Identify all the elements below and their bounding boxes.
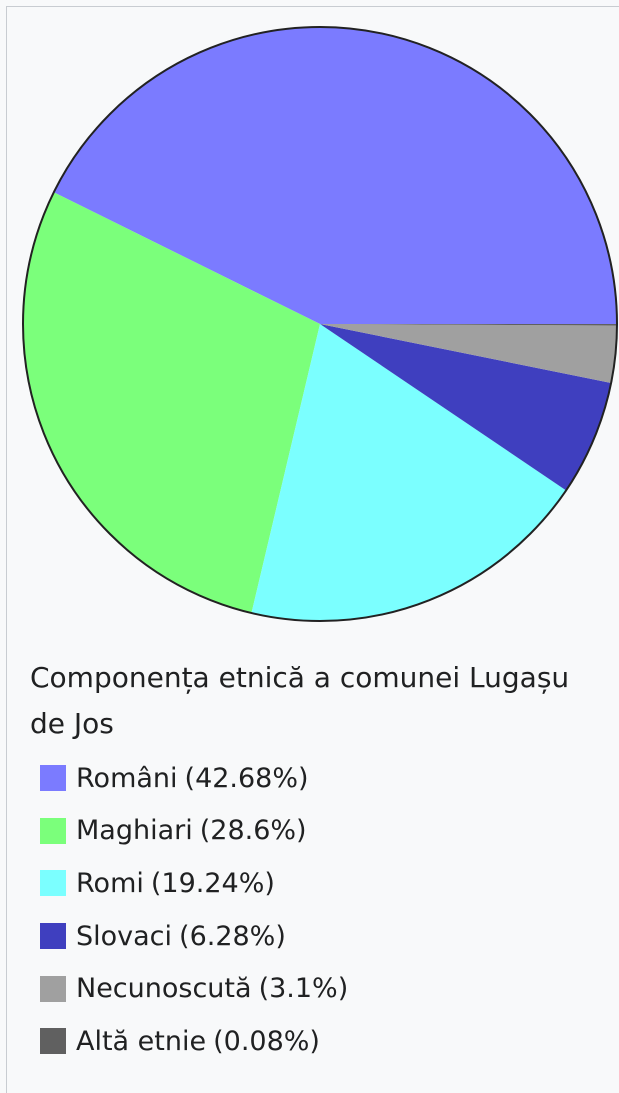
legend-label: Romi — [76, 867, 144, 899]
pie-slice — [251, 324, 567, 621]
pie-slice — [320, 324, 612, 491]
legend-swatch — [40, 870, 66, 897]
pie-outline — [22, 26, 618, 622]
legend-item: Maghiari (28.6%) — [40, 805, 348, 858]
legend-item: Altă etnie (0.08%) — [40, 1015, 348, 1068]
legend-label: Necunoscută — [76, 973, 252, 1005]
legend-item: Romi (19.24%) — [40, 857, 348, 910]
legend-value: (28.6%) — [199, 815, 307, 847]
pie-slice — [53, 27, 618, 324]
legend-swatch — [40, 1028, 66, 1055]
legend-value: (0.08%) — [213, 1025, 320, 1057]
chart-title: Componența etnică a comunei Lugașu de Jo… — [30, 661, 570, 740]
legend-item: Necunoscută (3.1%) — [40, 962, 348, 1015]
legend-value: (42.68%) — [184, 762, 309, 794]
legend-swatch — [40, 765, 66, 792]
legend-label: Maghiari — [76, 815, 193, 847]
legend-value: (6.28%) — [179, 920, 286, 952]
legend: Români (42.68%) Maghiari (28.6%) Romi (19.24%… — [40, 752, 348, 1068]
pie-chart — [22, 26, 618, 622]
pie-slice — [320, 324, 617, 326]
legend-label: Români — [76, 762, 178, 794]
frame — [6, 6, 619, 1093]
legend-value: (3.1%) — [258, 973, 349, 1005]
pie-slice — [320, 324, 617, 383]
legend-label: Altă etnie — [76, 1025, 207, 1057]
pie-slice — [23, 192, 320, 613]
legend-swatch — [40, 817, 66, 844]
legend-item: Români (42.68%) — [40, 752, 348, 805]
legend-swatch — [40, 923, 66, 950]
legend-item: Slovaci (6.28%) — [40, 910, 348, 963]
legend-swatch — [40, 975, 66, 1002]
legend-value: (19.24%) — [150, 867, 275, 899]
legend-label: Slovaci — [76, 920, 173, 952]
